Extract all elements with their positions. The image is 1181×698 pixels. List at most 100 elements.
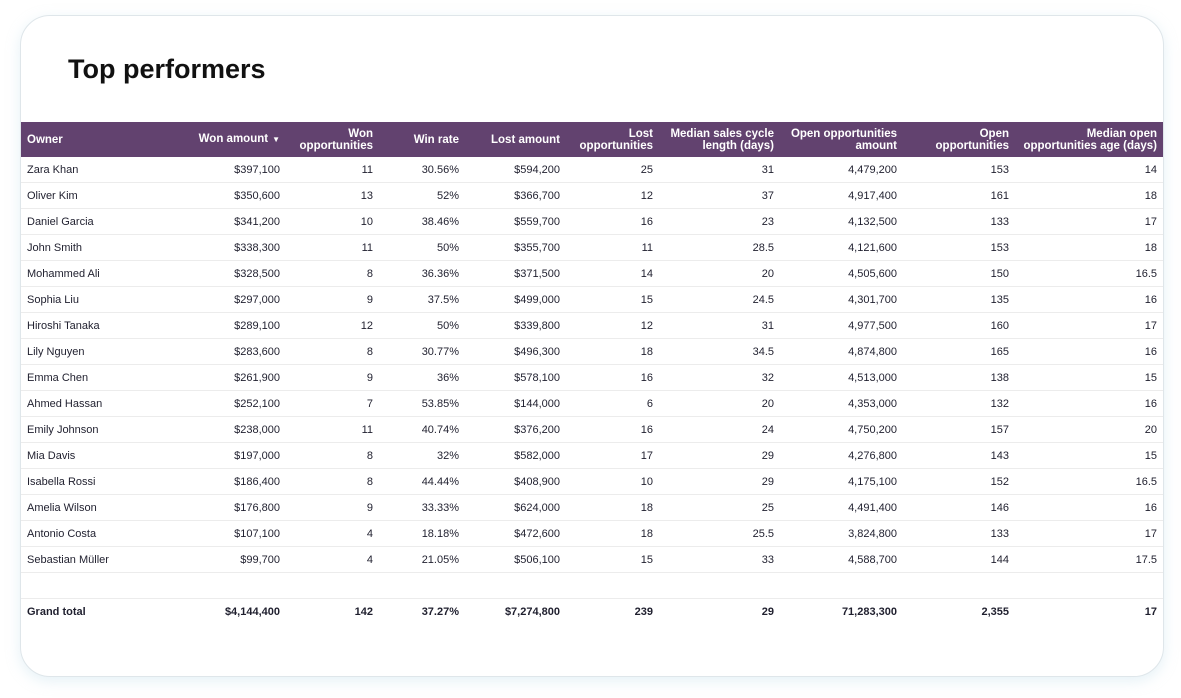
cell-won-amount: $283,600 — [191, 338, 286, 365]
cell-win-rate: 52% — [379, 182, 465, 209]
cell-won-amount: $238,000 — [191, 416, 286, 443]
performers-table: Owner Won amount ▼ Won opportunities Win rat… — [21, 122, 1163, 624]
cell-median-sales-cycle-length-days: 25 — [659, 494, 780, 521]
cell-lost-amount: $408,900 — [465, 468, 566, 495]
cell-median-sales-cycle-length-days: 33 — [659, 546, 780, 573]
cell-median-open-opportunities-age-days: 17.5 — [1015, 546, 1163, 573]
cell-owner: Emma Chen — [21, 364, 191, 391]
blank-row — [21, 572, 1163, 599]
cell-open-opportunities-amount: 4,917,400 — [780, 182, 903, 209]
cell-owner — [21, 572, 191, 599]
cell-win-rate: 21.05% — [379, 546, 465, 573]
cell-median-sales-cycle-length-days: 31 — [659, 312, 780, 339]
cell-lost-opportunities: 10 — [566, 468, 659, 495]
cell-open-opportunities: 138 — [903, 364, 1015, 391]
cell-owner: Oliver Kim — [21, 182, 191, 209]
cell-lost-amount: $496,300 — [465, 338, 566, 365]
cell-won-amount: $261,900 — [191, 364, 286, 391]
column-header-median-sales-cycle-length-days[interactable]: Median sales cycle length (days) — [659, 122, 780, 157]
cell-median-sales-cycle-length-days: 29 — [761, 605, 774, 618]
cell-win-rate: 40.74% — [379, 416, 465, 443]
cell-lost-opportunities: 15 — [566, 286, 659, 313]
cell-open-opportunities-amount: 4,175,100 — [780, 468, 903, 495]
cell-owner: Hiroshi Tanaka — [21, 312, 191, 339]
cell-median-open-opportunities-age-days: 17 — [1015, 312, 1163, 339]
column-header-open-opportunities[interactable]: Open opportunities — [903, 122, 1015, 157]
cell-median-sales-cycle-length-days — [659, 572, 780, 599]
table-row: John Smith $338,300 11 50% $355,700 11 28.5 4,1… — [21, 234, 1163, 261]
cell-median-open-opportunities-age-days: 16.5 — [1015, 468, 1163, 495]
cell-owner: Grand total — [27, 605, 86, 618]
column-header-won-amount[interactable]: Won amount ▼ — [191, 122, 286, 157]
column-header-label: Median sales cycle length (days) — [670, 127, 774, 152]
table-row: Daniel Garcia $341,200 10 38.46% $559,700 16 2… — [21, 208, 1163, 235]
table-row: Sebastian Müller $99,700 4 21.05% $506,100 15… — [21, 546, 1163, 573]
table-row: Mia Davis $197,000 8 32% $582,000 17 29 4,276,8… — [21, 442, 1163, 469]
cell-lost-opportunities: 16 — [566, 416, 659, 443]
cell-lost-amount — [465, 572, 566, 599]
column-header-lost-amount[interactable]: Lost amount — [465, 122, 566, 157]
table-header: Owner Won amount ▼ Won opportunities Win rat… — [21, 122, 1163, 157]
cell-won-amount: $176,800 — [191, 494, 286, 521]
cell-won-opportunities: 11 — [286, 416, 379, 443]
cell-median-sales-cycle-length-days: 24.5 — [659, 286, 780, 313]
column-header-open-opportunities-amount[interactable]: Open opportunities amount — [780, 122, 903, 157]
cell-owner: Sebastian Müller — [21, 546, 191, 573]
cell-median-open-opportunities-age-days: 15 — [1015, 364, 1163, 391]
cell-open-opportunities: 157 — [903, 416, 1015, 443]
cell-owner: John Smith — [21, 234, 191, 261]
cell-open-opportunities-amount: 4,505,600 — [780, 260, 903, 287]
cell-median-open-opportunities-age-days: 17 — [1015, 208, 1163, 235]
cell-lost-amount: $578,100 — [465, 364, 566, 391]
cell-win-rate: 36% — [379, 364, 465, 391]
table-row: Emily Johnson $238,000 11 40.74% $376,200 16 2… — [21, 416, 1163, 443]
cell-median-open-opportunities-age-days: 16 — [1015, 494, 1163, 521]
cell-open-opportunities: 160 — [903, 312, 1015, 339]
cell-open-opportunities-amount: 4,588,700 — [780, 546, 903, 573]
cell-median-sales-cycle-length-days: 23 — [659, 208, 780, 235]
cell-lost-amount: $144,000 — [465, 390, 566, 417]
table-row: Oliver Kim $350,600 13 52% $366,700 12 37 4,917… — [21, 182, 1163, 209]
cell-win-rate — [379, 572, 465, 599]
column-header-win-rate[interactable]: Win rate — [379, 122, 465, 157]
cell-lost-amount: $371,500 — [465, 260, 566, 287]
table-row: Isabella Rossi $186,400 8 44.44% $408,900 10 2… — [21, 468, 1163, 495]
cell-lost-opportunities: 15 — [566, 546, 659, 573]
cell-lost-opportunities: 12 — [566, 182, 659, 209]
cell-won-opportunities: 8 — [286, 260, 379, 287]
cell-lost-opportunities: 14 — [566, 260, 659, 287]
cell-won-amount: $350,600 — [191, 182, 286, 209]
cell-median-sales-cycle-length-days: 25.5 — [659, 520, 780, 547]
caret-down-icon[interactable]: ▼ — [272, 135, 280, 144]
column-header-won-opportunities[interactable]: Won opportunities — [286, 122, 379, 157]
cell-median-open-opportunities-age-days: 14 — [1015, 157, 1163, 183]
cell-lost-amount: $594,200 — [465, 157, 566, 183]
cell-win-rate: 30.56% — [379, 157, 465, 183]
cell-lost-amount: $339,800 — [465, 312, 566, 339]
cell-lost-amount: $366,700 — [465, 182, 566, 209]
cell-win-rate: 36.36% — [379, 260, 465, 287]
cell-lost-opportunities: 16 — [566, 208, 659, 235]
cell-win-rate: 44.44% — [379, 468, 465, 495]
cell-open-opportunities: 150 — [903, 260, 1015, 287]
cell-median-sales-cycle-length-days: 28.5 — [659, 234, 780, 261]
column-header-lost-opportunities[interactable]: Lost opportunities — [566, 122, 659, 157]
cell-open-opportunities-amount: 4,491,400 — [780, 494, 903, 521]
cell-open-opportunities: 165 — [903, 338, 1015, 365]
cell-open-opportunities-amount: 71,283,300 — [841, 605, 897, 618]
cell-median-open-opportunities-age-days: 18 — [1015, 234, 1163, 261]
table-row: Sophia Liu $297,000 9 37.5% $499,000 15 24.5 4,… — [21, 286, 1163, 313]
cell-lost-amount: $624,000 — [465, 494, 566, 521]
cell-lost-opportunities: 18 — [566, 520, 659, 547]
column-header-owner[interactable]: Owner — [21, 122, 191, 157]
cell-won-opportunities: 9 — [286, 286, 379, 313]
cell-lost-opportunities: 18 — [566, 494, 659, 521]
cell-won-amount: $341,200 — [191, 208, 286, 235]
cell-median-open-opportunities-age-days: 17 — [1144, 605, 1157, 618]
grand-total-row: Grand total $4,144,400 142 37.27% $7,274,800… — [21, 599, 1163, 625]
column-header-median-open-opportunities-age-days[interactable]: Median open opportunities age (days) — [1015, 122, 1163, 157]
cell-won-opportunities: 8 — [286, 338, 379, 365]
cell-won-amount: $99,700 — [191, 546, 286, 573]
cell-median-sales-cycle-length-days: 37 — [659, 182, 780, 209]
cell-owner: Amelia Wilson — [21, 494, 191, 521]
